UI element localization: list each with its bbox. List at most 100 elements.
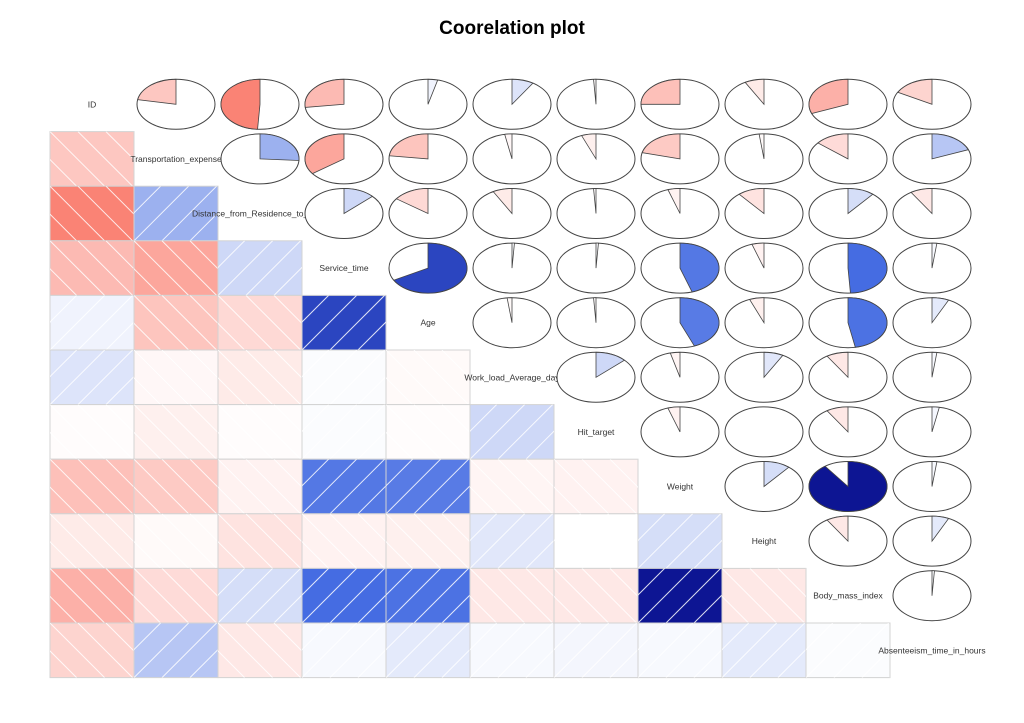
pie-cell [808,297,888,349]
pie-slice [826,406,849,433]
pie-slice [595,242,599,269]
shade-cell [553,622,639,679]
pie-slice [669,351,681,378]
pie-slice [427,78,439,105]
shade-cell [721,622,807,679]
shade-cell [49,622,135,679]
pie-slice [504,133,513,160]
pie-cell [472,188,552,239]
pie-slice [595,351,626,379]
pie-cell [556,297,636,349]
diagonal-label: Height [752,536,777,546]
shade-rect [469,622,555,679]
pie-cell [724,406,804,458]
pie-cell [220,133,300,185]
pie-cell [556,242,636,294]
shade-cell [721,567,807,624]
diagonal-label: Work_load_Average_day [464,372,560,382]
pie-cell [472,78,552,130]
pie-slice [343,188,374,215]
shade-rect [553,513,639,569]
pie-slice [388,133,429,160]
shade-rect [721,622,807,679]
shade-cell [637,567,723,624]
shade-cell [469,404,555,460]
diagonal-label: Absenteeism_time_in_hours [878,645,985,655]
pie-cell [724,188,804,239]
diagonal-label: Weight [667,482,694,492]
pie-slice [679,297,720,347]
pie-cell [892,515,972,567]
pie-slice [744,78,765,106]
shade-rect [385,567,471,624]
pie-cell [808,78,888,130]
shade-rect [553,458,639,515]
shade-cell [637,513,723,569]
pie-cell [808,242,888,294]
pie-cell [724,461,804,512]
shade-cell [553,567,639,624]
shade-rect [217,404,303,460]
pie-cell [808,461,888,512]
shade-cell [49,185,135,242]
pie-slice [847,297,888,348]
pie-slice [751,242,765,269]
pie-cell [892,242,972,294]
shade-cell [217,240,303,296]
diagonal-label: ID [88,99,97,109]
pie-slice [259,133,300,161]
pie-cell [640,242,720,294]
shade-rect [721,567,807,624]
shade-rect [217,567,303,624]
shade-cell [469,567,555,624]
shade-cell [385,513,471,569]
pie-slice [931,515,950,543]
shade-cell [49,349,135,406]
pie-cell [808,351,888,403]
pie-slice [826,515,849,543]
pie-cell [892,351,972,403]
diagonal-label: Transportation_expense [130,154,222,164]
pie-cell [892,133,972,185]
pie-cell [724,242,804,294]
shade-rect [637,622,723,679]
shade-rect [469,513,555,569]
pie-cell [724,297,804,349]
pie-cell [304,133,384,185]
pie-slice [593,188,597,214]
pie-slice [506,297,513,323]
pie-slice [817,133,849,160]
pie-cell [640,351,720,403]
shade-cell [805,622,891,679]
shade-rect [133,622,219,679]
pie-slice [511,242,515,269]
pie-cell [892,406,972,458]
pie-cell [640,297,720,349]
pie-cell [724,78,804,130]
shade-rect [217,349,303,406]
shade-cell [301,404,387,460]
pie-slice [667,406,681,433]
pie-slice [679,242,720,293]
shade-rect [637,567,723,624]
shade-rect [301,513,387,569]
shade-rect [217,458,303,515]
shade-rect [301,294,387,351]
pie-cell [892,461,972,512]
shade-cell [301,294,387,351]
pie-slice [667,188,681,214]
shade-cell [301,513,387,569]
pie-outline [724,406,804,458]
shade-rect [217,294,303,351]
shade-cell [133,294,219,351]
chart-title: Coorelation plot [439,18,585,39]
pie-cell [892,78,972,130]
pie-cell [472,297,552,349]
shade-cell [133,567,219,624]
shade-rect [553,622,639,679]
shade-rect [49,458,135,515]
pie-cell [472,242,552,294]
pie-cell [136,78,216,130]
pie-cell [556,133,636,185]
shade-rect [385,349,471,406]
